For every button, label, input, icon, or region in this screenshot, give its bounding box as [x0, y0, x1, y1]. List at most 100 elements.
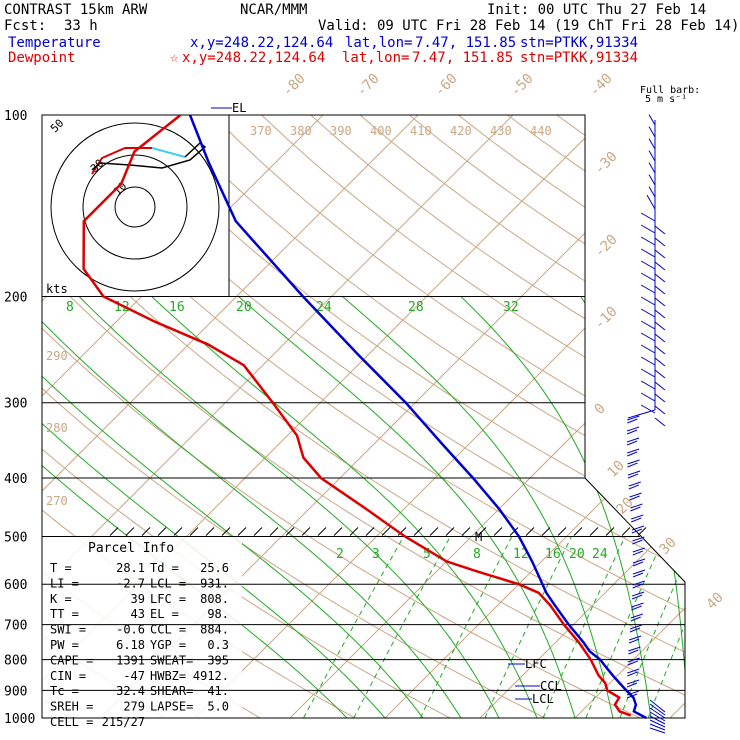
mixing-ratio-line [484, 536, 572, 718]
barb-legend-line1: Full barb: [640, 85, 701, 96]
wind-barb [640, 380, 666, 403]
hatch-mark [477, 527, 487, 536]
mixing-ratio-line [619, 536, 685, 718]
hatch-mark [125, 527, 135, 536]
wind-barb-flag [632, 569, 646, 575]
wind-barb-flag [632, 547, 645, 553]
wind-barb [626, 437, 640, 446]
hatch-mark [109, 527, 119, 536]
wind-barb [628, 646, 641, 655]
hatch-mark [205, 527, 215, 536]
parcel-info-key: LFC = [150, 592, 186, 606]
legend-temperature-station: stn=PTKK,91334 [520, 35, 639, 51]
parcel-info-key: SHEAR= [150, 684, 193, 698]
pressure-label: 1000 [4, 712, 35, 727]
wind-barb-flag [630, 506, 641, 512]
wind-barb-flag [654, 309, 666, 319]
wind-barb [640, 272, 666, 295]
wind-barb-flag [627, 470, 641, 476]
isotherm [371, 115, 685, 718]
wind-barb-flag [632, 561, 644, 567]
dry-adiabat [654, 115, 685, 718]
wind-barb-flag [626, 682, 638, 688]
parcel-info-key: SWEAT= [150, 653, 193, 667]
el-marker-label: EL [232, 101, 246, 115]
barb-staff-bend [627, 409, 656, 419]
moist-adiabat [342, 296, 614, 718]
wind-barb-flag [640, 224, 656, 234]
mixing-ratio-line [585, 536, 666, 718]
wind-barb [632, 558, 646, 567]
isotherm-label: -60 [432, 71, 461, 100]
hatch-mark [301, 527, 311, 536]
wind-barb-flag [632, 539, 643, 545]
wind-barb-flag [654, 345, 666, 355]
wind-barb-flag [631, 517, 642, 523]
m-marker-label: M [475, 530, 482, 544]
hatch-mark [221, 527, 231, 536]
wind-barb [630, 503, 643, 512]
wind-barb-flag [632, 580, 645, 586]
parcel-info-key: T = [50, 561, 72, 575]
wind-barb-flag [654, 357, 666, 367]
isotherm [181, 115, 685, 718]
parcel-info-key: SREH = [50, 700, 93, 714]
wind-barb [627, 668, 640, 677]
lfc-marker-label: LFC [525, 657, 547, 671]
hatch-mark [317, 527, 327, 536]
wind-barb-flag [649, 699, 666, 713]
isotherm-label: -20 [592, 232, 621, 261]
wind-barb-flag [654, 369, 666, 379]
wind-barb [629, 492, 642, 501]
wind-barb-flag [640, 380, 656, 390]
hodograph-ring [82, 154, 188, 260]
mixing-ratio-label: 16 [169, 300, 185, 315]
wind-barb [640, 248, 666, 271]
wind-barb-flag [627, 448, 640, 454]
wind-barb-flag [648, 138, 656, 150]
parcel-info-key: HWBZ= [150, 669, 186, 683]
hatch-mark [461, 527, 471, 536]
parcel-info-value: 28.1 [116, 561, 145, 575]
wind-barb [627, 470, 641, 479]
wind-barb-flag [626, 690, 640, 696]
temperature-trace [188, 114, 647, 720]
mixing-ratio-label: 2 [336, 547, 344, 562]
mixing-ratio-label: 20 [236, 300, 252, 315]
isotherm-label: -50 [508, 71, 537, 100]
wind-barb [640, 284, 666, 307]
isotherm-label: -80 [280, 71, 309, 100]
parcel-info-value: 25.6 [200, 561, 229, 575]
moist-adiabat [684, 296, 685, 718]
parcel-info-value: 43 [131, 607, 145, 621]
wind-barb-flag [632, 558, 646, 564]
mixing-ratio-label: 24 [316, 300, 332, 315]
mixing-ratio-label: 8 [473, 547, 481, 562]
parcel-info-value: 41. [207, 684, 229, 698]
wind-barb-flag [640, 344, 656, 354]
hatch-mark [349, 527, 359, 536]
wind-barb [627, 657, 640, 666]
wind-barb-flag [629, 495, 640, 501]
wind-barb [626, 426, 640, 435]
isotherm-label: -10 [592, 304, 621, 333]
hatch-mark [253, 527, 263, 536]
wind-barb-flag [648, 186, 656, 198]
hodograph-ring [114, 186, 156, 228]
dry-adiabat [457, 115, 685, 718]
wind-barb-flag [649, 707, 666, 719]
parcel-info-value: -2.7 [116, 576, 145, 590]
wind-barb [648, 150, 656, 162]
parcel-info-value: 0.3 [207, 638, 229, 652]
wind-barb-flag [629, 624, 643, 630]
parcel-info-value: 39 [131, 592, 145, 606]
parcel-info-key: CELL = [50, 715, 93, 729]
parcel-info-key: Td = [150, 561, 179, 575]
wind-barb-flag [649, 727, 666, 734]
wind-barb-flag [626, 679, 640, 685]
wind-barb [640, 212, 666, 235]
dry-adiabat [162, 115, 685, 718]
parcel-info-background [42, 536, 242, 718]
isotherm [42, 115, 337, 718]
wind-barb-flag [648, 126, 656, 138]
